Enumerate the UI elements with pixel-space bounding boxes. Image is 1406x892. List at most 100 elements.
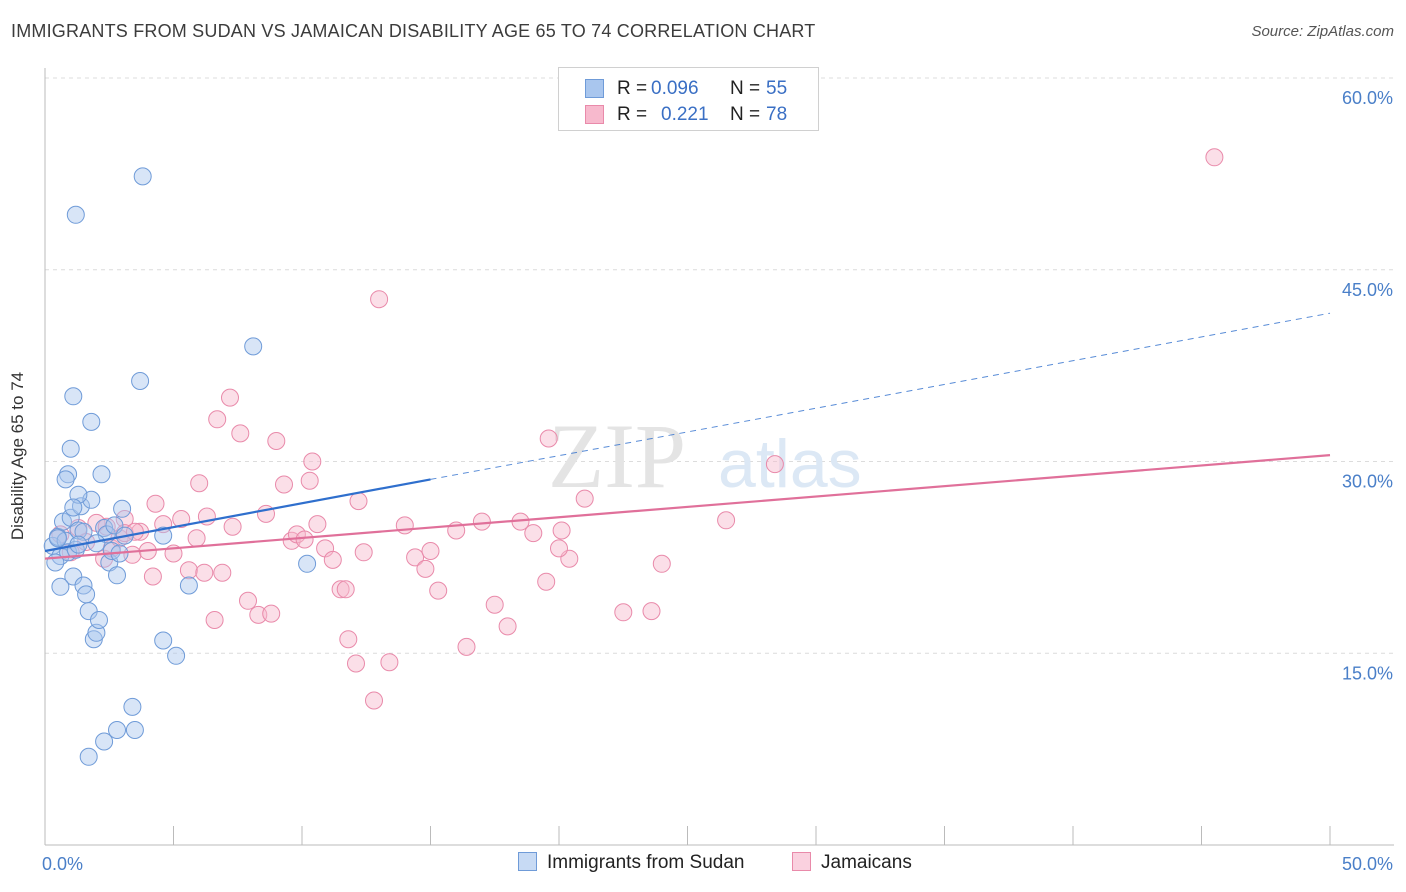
point-jamaicans [395, 516, 414, 535]
point-jamaicans [262, 604, 281, 623]
point-sudan [56, 470, 75, 489]
legend-swatch-sudan [585, 79, 604, 98]
point-jamaicans [349, 492, 368, 511]
point-sudan [95, 732, 114, 751]
point-jamaicans [179, 561, 198, 580]
point-jamaicans [354, 543, 373, 562]
point-jamaicans [336, 580, 355, 599]
point-sudan [244, 337, 263, 356]
point-jamaicans [765, 455, 784, 474]
point-jamaicans [370, 290, 389, 309]
point-jamaicans [205, 611, 224, 629]
point-sudan [79, 747, 98, 766]
point-jamaicans [300, 471, 319, 490]
point-jamaicans [187, 529, 206, 548]
legend-r-label: R = [617, 78, 648, 99]
point-sudan [82, 412, 101, 431]
legend-label-sudan: Immigrants from Sudan [547, 852, 745, 873]
x-tick-label: 50.0% [1342, 854, 1393, 874]
point-sudan [51, 577, 70, 596]
point-jamaicans [614, 603, 633, 622]
point-sudan [64, 387, 83, 406]
point-sudan [179, 576, 198, 595]
point-sudan [108, 721, 126, 739]
legend-r-value: 0.221 [661, 104, 709, 125]
y-tick-label: 60.0% [1342, 88, 1393, 108]
point-jamaicans [429, 581, 448, 600]
legend-item-jamaicans: Jamaicans [792, 852, 912, 874]
legend-n-label: N = [730, 104, 761, 125]
point-jamaicans [331, 580, 350, 599]
axes [44, 68, 1394, 846]
point-sudan [77, 585, 96, 604]
legend-r-label: R = [617, 104, 648, 125]
point-sudan [113, 499, 132, 518]
point-jamaicans [208, 410, 227, 429]
point-jamaicans [539, 429, 558, 448]
point-jamaicans [231, 424, 250, 443]
point-sudan [66, 205, 85, 224]
point-jamaicans [339, 630, 358, 649]
point-sudan [72, 497, 90, 516]
point-sudan [133, 167, 152, 186]
point-sudan [64, 498, 83, 517]
point-jamaicans [652, 554, 671, 573]
legend-n-value: 78 [766, 104, 788, 125]
point-jamaicans [267, 432, 286, 450]
point-jamaicans [172, 510, 191, 528]
legend-label-jamaicans: Jamaicans [821, 852, 912, 873]
source-note: Source: ZipAtlas.com [1251, 23, 1394, 40]
x-tick-label: 0.0% [42, 854, 83, 874]
point-jamaicans [575, 489, 594, 508]
series-legend: Immigrants from Sudan Jamaicans [0, 852, 1406, 878]
point-sudan [79, 602, 98, 621]
point-sudan [48, 529, 67, 548]
point-jamaicans [552, 521, 571, 540]
point-sudan [298, 554, 317, 573]
legend-swatch-jamaicans [585, 105, 604, 124]
point-sudan [125, 721, 144, 739]
point-jamaicans [213, 563, 232, 582]
y-tick-label: 45.0% [1342, 280, 1393, 300]
y-tick-label: 15.0% [1342, 663, 1393, 683]
point-sudan [154, 526, 173, 545]
watermark-atlas: atlas [718, 426, 862, 502]
legend-n-value: 55 [766, 78, 788, 99]
series-sudan [43, 167, 317, 766]
trend-lines [44, 312, 1331, 560]
stats-legend: R = 0.096 N = 55 R = 0.221 N = 78 [558, 67, 819, 131]
legend-swatch-sudan [518, 852, 537, 871]
point-sudan [92, 465, 111, 484]
chart-title: IMMIGRANTS FROM SUDAN VS JAMAICAN DISABI… [11, 21, 816, 41]
point-jamaicans [223, 517, 242, 536]
point-jamaicans [143, 567, 162, 586]
tick-labels: 15.0% 30.0% 45.0% 60.0% 0.0% 50.0% [42, 88, 1393, 874]
point-jamaicans [365, 691, 383, 710]
point-jamaicans [472, 512, 491, 531]
point-jamaicans [146, 494, 165, 513]
trend-line-jamaicans [44, 454, 1331, 560]
point-sudan [131, 372, 150, 390]
point-jamaicans [457, 637, 476, 656]
point-jamaicans [303, 452, 322, 471]
point-jamaicans [221, 388, 239, 407]
y-axis-label: Disability Age 65 to 74 [8, 371, 27, 541]
point-jamaicans [295, 530, 314, 549]
point-jamaicans [195, 563, 214, 582]
point-jamaicans [275, 475, 293, 494]
point-jamaicans [498, 617, 517, 636]
point-sudan [90, 611, 108, 629]
point-sudan [108, 566, 126, 585]
point-jamaicans [717, 511, 736, 530]
point-jamaicans [406, 548, 425, 567]
point-jamaicans [1205, 148, 1224, 167]
point-jamaicans [190, 474, 209, 493]
point-sudan [123, 697, 142, 716]
point-sudan [59, 465, 78, 484]
trend-line-sudan-extrapolated [430, 312, 1331, 480]
watermark: ZIP atlas [548, 405, 862, 507]
gridlines [45, 77, 1394, 654]
point-sudan [167, 646, 186, 665]
point-jamaicans [416, 559, 435, 578]
